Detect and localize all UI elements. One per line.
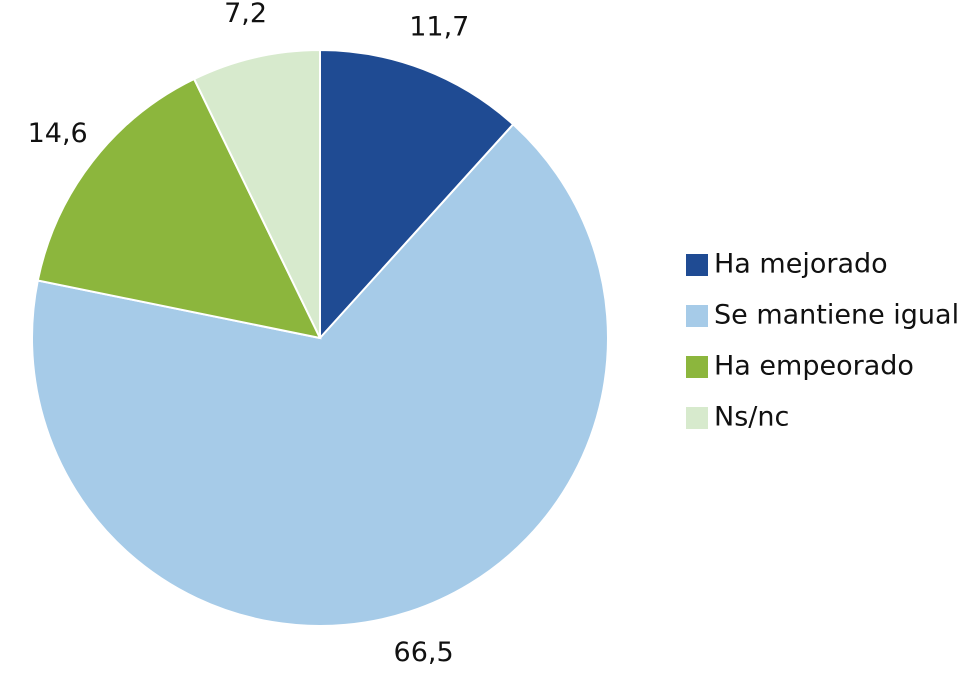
data-label: 11,7 [409, 12, 469, 43]
legend-swatch [686, 356, 708, 378]
legend-label: Ha empeorado [714, 351, 914, 382]
data-label: 7,2 [224, 0, 267, 29]
pie-slice [36, 77, 322, 340]
data-label: 14,6 [28, 118, 88, 149]
legend-label: Ns/nc [714, 402, 789, 433]
pie-slice [319, 48, 515, 341]
pie-slice [31, 122, 609, 627]
pie-slice [192, 48, 321, 339]
data-label: 66,5 [394, 637, 454, 668]
legend-swatch [686, 407, 708, 429]
legend-label: Ha mejorado [714, 249, 888, 280]
legend-swatch [686, 305, 708, 327]
legend-swatch [686, 254, 708, 276]
legend-label: Se mantiene igual [714, 300, 959, 331]
